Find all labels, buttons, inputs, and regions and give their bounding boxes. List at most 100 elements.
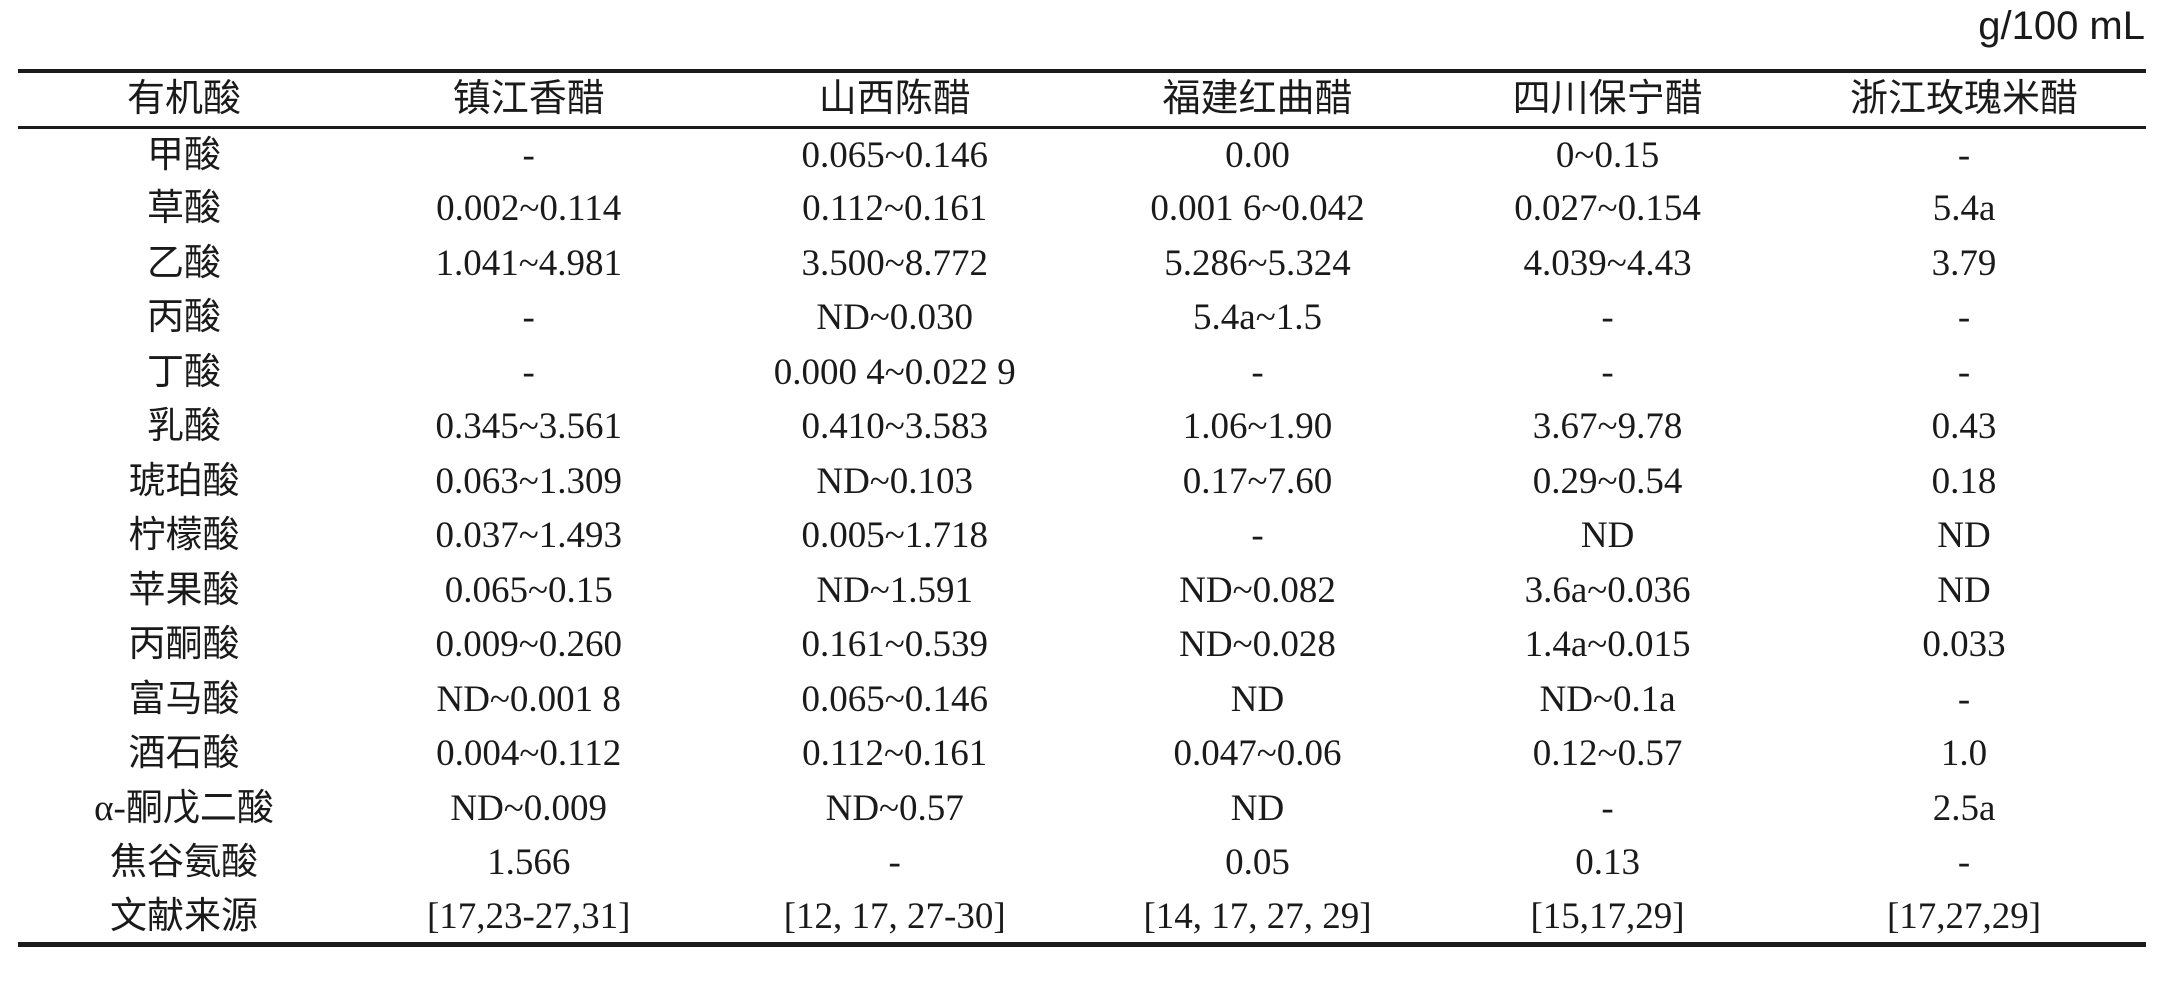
table-cell: [17,23-27,31] bbox=[426, 895, 631, 937]
table-row: 文献来源 [17,23-27,31] [12, 17, 27-30] [14, 17,… bbox=[18, 890, 2146, 945]
table-row: 柠檬酸 0.037~1.493 0.005~1.718 - ND ND bbox=[18, 509, 2146, 564]
row-label: 草酸 bbox=[146, 188, 221, 230]
table-cell: 4.039~4.43 bbox=[1523, 242, 1692, 284]
table-cell: ND bbox=[1937, 515, 1991, 557]
table-row: 苹果酸 0.065~0.15 ND~1.591 ND~0.082 3.6a~0.036 N… bbox=[18, 563, 2146, 618]
table-cell: - bbox=[522, 351, 535, 393]
table-row: 焦谷氨酸 1.566 - 0.05 0.13 - bbox=[18, 836, 2146, 891]
table-row: 酒石酸 0.004~0.112 0.112~0.161 0.047~0.06 0.12~… bbox=[18, 727, 2146, 782]
row-label: 焦谷氨酸 bbox=[109, 842, 258, 884]
table-cell: [15,17,29] bbox=[1530, 895, 1685, 937]
row-label: 柠檬酸 bbox=[128, 515, 240, 557]
table-cell: ND~1.591 bbox=[816, 569, 974, 611]
table-cell: 0.001 6~0.042 bbox=[1150, 188, 1365, 230]
table-cell: 0.43 bbox=[1931, 406, 1997, 448]
table-cell: 0.009~0.260 bbox=[435, 624, 622, 666]
table-cell: 3.500~8.772 bbox=[801, 242, 988, 284]
row-label: 丙酸 bbox=[146, 297, 221, 339]
table-row: 丙酸 - ND~0.030 5.4a~1.5 - - bbox=[18, 291, 2146, 346]
table-cell: 0.112~0.161 bbox=[802, 188, 988, 230]
unit-label: g/100 mL bbox=[1978, 4, 2145, 48]
row-label: 乙酸 bbox=[146, 242, 221, 284]
table-cell: 0.033 bbox=[1922, 624, 2006, 666]
table-cell: [17,27,29] bbox=[1886, 895, 2042, 937]
table-cell: 1.0 bbox=[1940, 733, 1988, 775]
table-cell: 0.037~1.493 bbox=[435, 515, 622, 557]
table-row: 丁酸 - 0.000 4~0.022 9 - - - bbox=[18, 345, 2146, 400]
table-row: 草酸 0.002~0.114 0.112~0.161 0.001 6~0.042 0.0… bbox=[18, 182, 2146, 237]
table-cell: ND~0.009 bbox=[450, 787, 608, 829]
table-cell: 1.566 bbox=[487, 842, 571, 884]
table-cell: 0.345~3.561 bbox=[435, 406, 622, 448]
table-cell: 0.065~0.146 bbox=[801, 134, 988, 176]
row-label: 琥珀酸 bbox=[128, 460, 240, 502]
table-cell: 1.4a~0.015 bbox=[1524, 624, 1691, 666]
table-cell: 0.161~0.539 bbox=[801, 624, 988, 666]
table-cell: ND bbox=[1937, 569, 1991, 611]
table-cell: - bbox=[1957, 678, 1971, 720]
table-cell: 3.6a~0.036 bbox=[1524, 569, 1691, 611]
column-header: 福建红曲醋 bbox=[1162, 78, 1353, 121]
table-cell: 0.004~0.112 bbox=[436, 733, 622, 775]
table-cell: - bbox=[1601, 787, 1614, 829]
row-label: 甲酸 bbox=[146, 134, 221, 176]
table-cell: 0.002~0.114 bbox=[436, 188, 622, 230]
table-cell: - bbox=[1601, 351, 1614, 393]
table-row: 乳酸 0.345~3.561 0.410~3.583 1.06~1.90 3.67~9.… bbox=[18, 400, 2146, 455]
table-cell: 0.12~0.57 bbox=[1532, 733, 1683, 775]
row-label: 富马酸 bbox=[128, 678, 240, 720]
table-cell: 0.000 4~0.022 9 bbox=[773, 351, 1016, 393]
column-header: 四川保宁醋 bbox=[1512, 78, 1703, 121]
table-row: 丙酮酸 0.009~0.260 0.161~0.539 ND~0.028 1.4a~0.… bbox=[18, 618, 2146, 673]
table-cell: - bbox=[1601, 297, 1614, 339]
table-cell: 0.047~0.06 bbox=[1173, 733, 1342, 775]
table-cell: - bbox=[1251, 515, 1264, 557]
table-cell: ND~0.103 bbox=[816, 460, 974, 502]
table-cell: 1.041~4.981 bbox=[435, 242, 622, 284]
row-label: α-酮戊二酸 bbox=[94, 787, 274, 829]
column-header: 有机酸 bbox=[126, 78, 241, 121]
table-cell: ND~0.082 bbox=[1179, 569, 1336, 611]
table-cell: 0.005~1.718 bbox=[801, 515, 988, 557]
table-cell: 5.4a bbox=[1932, 188, 1996, 230]
table-cell: ND~0.001 8 bbox=[436, 678, 621, 720]
table-cell: - bbox=[1957, 842, 1971, 884]
column-header: 镇江香醋 bbox=[452, 78, 605, 121]
organic-acid-table: 有机酸 镇江香醋 山西陈醋 福建红曲醋 四川保宁醋 浙江玫瑰米醋 甲酸 - 0.065~0.1… bbox=[18, 69, 2146, 947]
table-cell: 0.05 bbox=[1225, 842, 1290, 884]
table-cell: 0~0.15 bbox=[1555, 134, 1660, 176]
row-label: 酒石酸 bbox=[128, 733, 240, 775]
table-row: 富马酸 ND~0.001 8 0.065~0.146 ND ND~0.1a - bbox=[18, 672, 2146, 727]
table-cell: ND~0.57 bbox=[825, 787, 964, 829]
table-cell: 0.17~7.60 bbox=[1182, 460, 1333, 502]
table-cell: 1.06~1.90 bbox=[1182, 406, 1333, 448]
table-row: 甲酸 - 0.065~0.146 0.00 0~0.15 - bbox=[18, 127, 2146, 182]
table-row: α-酮戊二酸 ND~0.009 ND~0.57 ND - 2.5a bbox=[18, 781, 2146, 836]
table-body: 甲酸 - 0.065~0.146 0.00 0~0.15 - 草酸 0.002~0.114 0.… bbox=[18, 127, 2146, 945]
table-cell: [12, 17, 27-30] bbox=[783, 895, 1006, 937]
row-label: 乳酸 bbox=[146, 406, 221, 448]
table-cell: - bbox=[1957, 297, 1971, 339]
table-cell: ND bbox=[1230, 787, 1285, 829]
column-header: 浙江玫瑰米醋 bbox=[1850, 78, 2079, 121]
table-cell: 0.13 bbox=[1575, 842, 1640, 884]
table-cell: 2.5a bbox=[1932, 787, 1996, 829]
table-cell: 0.063~1.309 bbox=[435, 460, 622, 502]
table-row: 琥珀酸 0.063~1.309 ND~0.103 0.17~7.60 0.29~0.54… bbox=[18, 454, 2146, 509]
table-cell: 0.29~0.54 bbox=[1532, 460, 1683, 502]
table-cell: - bbox=[1251, 351, 1264, 393]
table-cell: - bbox=[522, 297, 535, 339]
table-cell: ND bbox=[1580, 515, 1635, 557]
table-cell: - bbox=[888, 842, 901, 884]
row-label: 丙酮酸 bbox=[128, 624, 240, 666]
table-cell: - bbox=[522, 134, 535, 176]
row-label: 丁酸 bbox=[146, 351, 221, 393]
row-label: 文献来源 bbox=[109, 895, 258, 937]
table-cell: ND~0.1a bbox=[1539, 678, 1676, 720]
table-cell: - bbox=[1957, 134, 1971, 176]
table-cell: 5.286~5.324 bbox=[1164, 242, 1351, 284]
table-cell: [14, 17, 27, 29] bbox=[1143, 895, 1372, 937]
table-cell: 0.410~3.583 bbox=[801, 406, 988, 448]
table-cell: 0.065~0.15 bbox=[444, 569, 613, 611]
